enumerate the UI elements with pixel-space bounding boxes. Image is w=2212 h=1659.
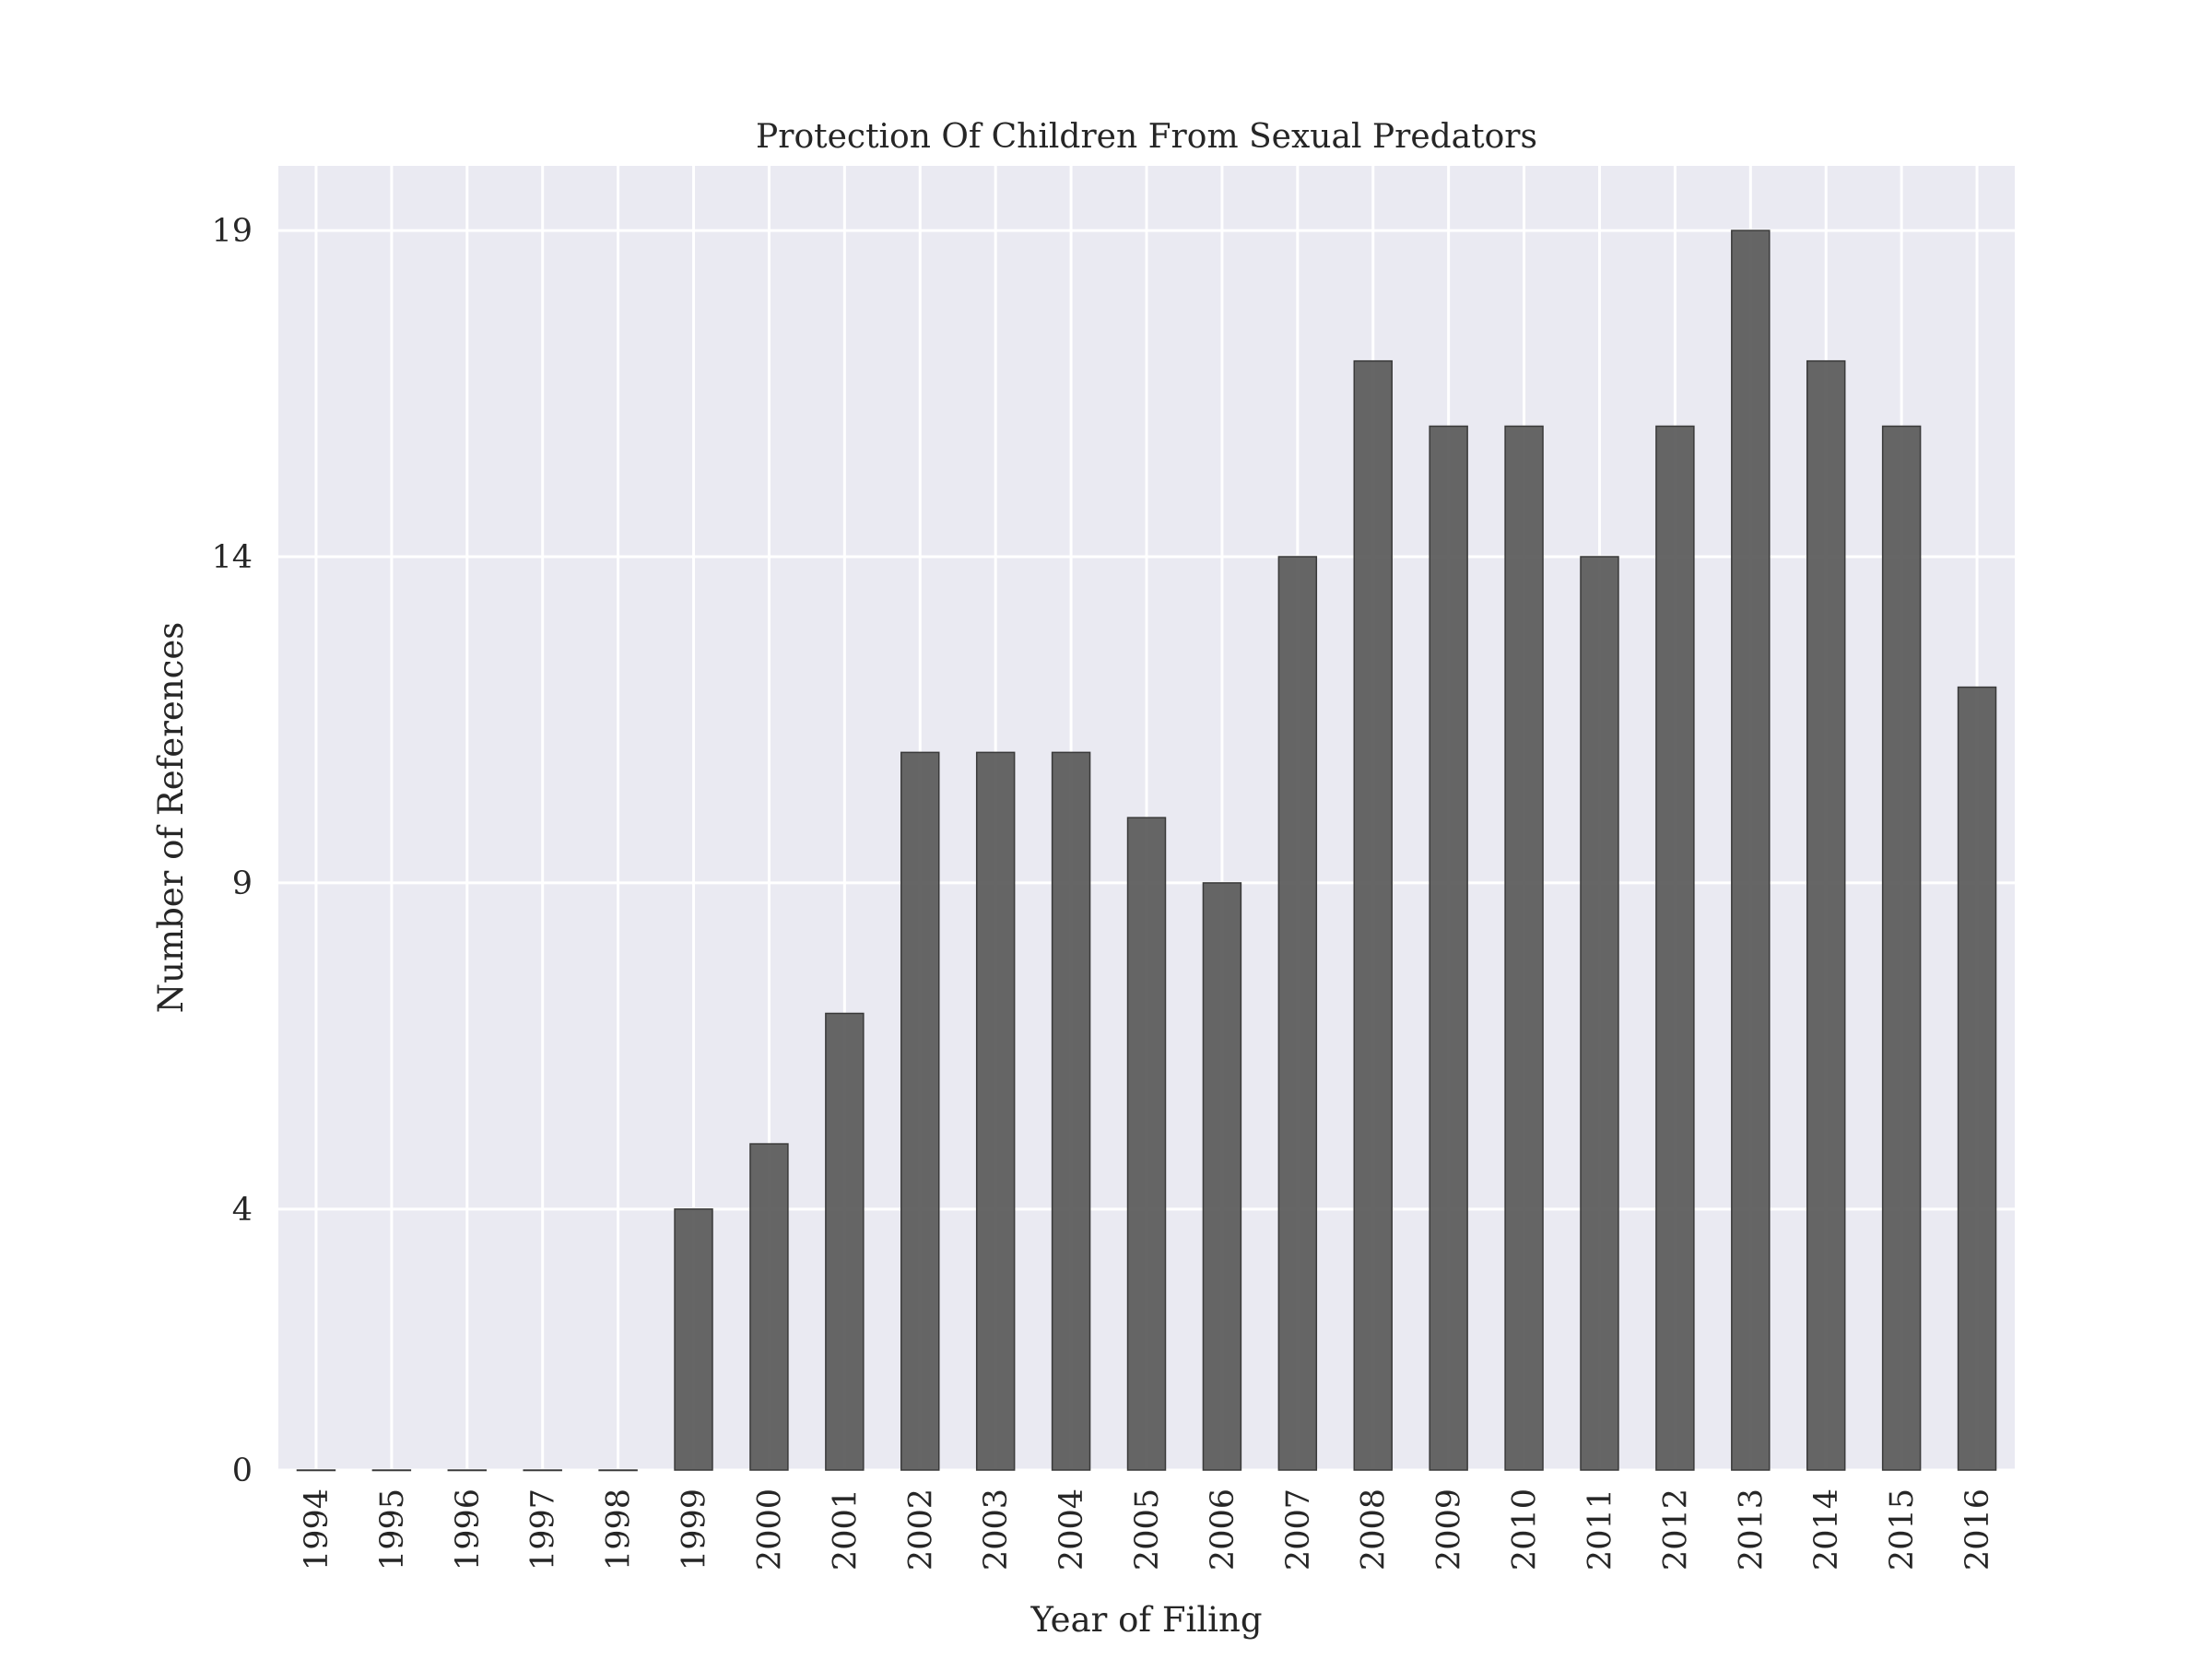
bar-2002 [900,751,940,1471]
x-tick-label: 2011 [1582,1488,1618,1571]
bar-1997 [523,1469,562,1472]
bar-2016 [1957,686,1997,1471]
bar-2001 [825,1012,865,1471]
y-axis-ticks: 0 4 9 14 19 [211,213,253,1489]
x-tick-label: 2009 [1431,1488,1468,1571]
bar-2005 [1126,817,1167,1471]
x-tick-label: 1998 [601,1488,638,1571]
y-tick-label: 4 [232,1192,253,1229]
bar-2014 [1806,359,1846,1471]
bar-2008 [1353,359,1393,1471]
bar-1999 [674,1208,713,1471]
bars [296,229,1997,1472]
x-tick-label: 2016 [1959,1488,1996,1571]
x-tick-label: 1995 [374,1488,411,1571]
x-tick-label: 2007 [1280,1488,1317,1571]
bar-2011 [1580,556,1619,1471]
bar-2003 [975,751,1016,1471]
bar-2004 [1051,751,1091,1471]
x-axis-ticks: 1994 1995 1996 1997 1998 1999 2000 2001 2002 2003… [299,1488,1996,1571]
y-tick-label: 19 [211,213,253,250]
bar-2000 [749,1143,789,1471]
x-tick-label: 2002 [902,1488,939,1571]
bar-2015 [1881,425,1922,1471]
bar-2010 [1504,425,1544,1471]
x-tick-label: 2000 [751,1488,788,1571]
x-tick-label: 2008 [1356,1488,1393,1571]
x-tick-label: 2014 [1808,1488,1845,1571]
bar-1994 [296,1469,336,1472]
x-tick-label: 1996 [450,1488,487,1571]
x-tick-label: 2015 [1884,1488,1921,1571]
bar-2013 [1731,229,1771,1471]
chart-title: Protection Of Children From Sexual Preda… [756,118,1537,156]
bar-2012 [1655,425,1695,1471]
x-tick-label: 1999 [677,1488,713,1571]
y-tick-label: 14 [211,539,253,576]
bar-1998 [598,1469,638,1472]
bar-1995 [371,1469,412,1472]
x-tick-label: 2003 [978,1488,1015,1571]
bar-2007 [1277,556,1318,1471]
x-tick-label: 2005 [1129,1488,1166,1571]
x-tick-label: 2013 [1733,1488,1770,1571]
y-tick-label: 0 [232,1453,253,1489]
x-tick-label: 2004 [1053,1488,1090,1571]
bar-2009 [1429,425,1468,1471]
y-axis-label: Number of References [151,622,191,1013]
x-tick-label: 2010 [1507,1488,1544,1571]
x-tick-label: 2001 [827,1488,864,1571]
bar-2006 [1202,882,1242,1471]
bar-1996 [447,1469,488,1472]
x-tick-label: 2012 [1657,1488,1694,1571]
x-tick-label: 1997 [525,1488,562,1571]
y-tick-label: 9 [232,865,253,902]
x-axis-label: Year of Filing [1030,1600,1262,1640]
x-tick-label: 2006 [1205,1488,1241,1571]
x-tick-label: 1994 [299,1488,335,1571]
